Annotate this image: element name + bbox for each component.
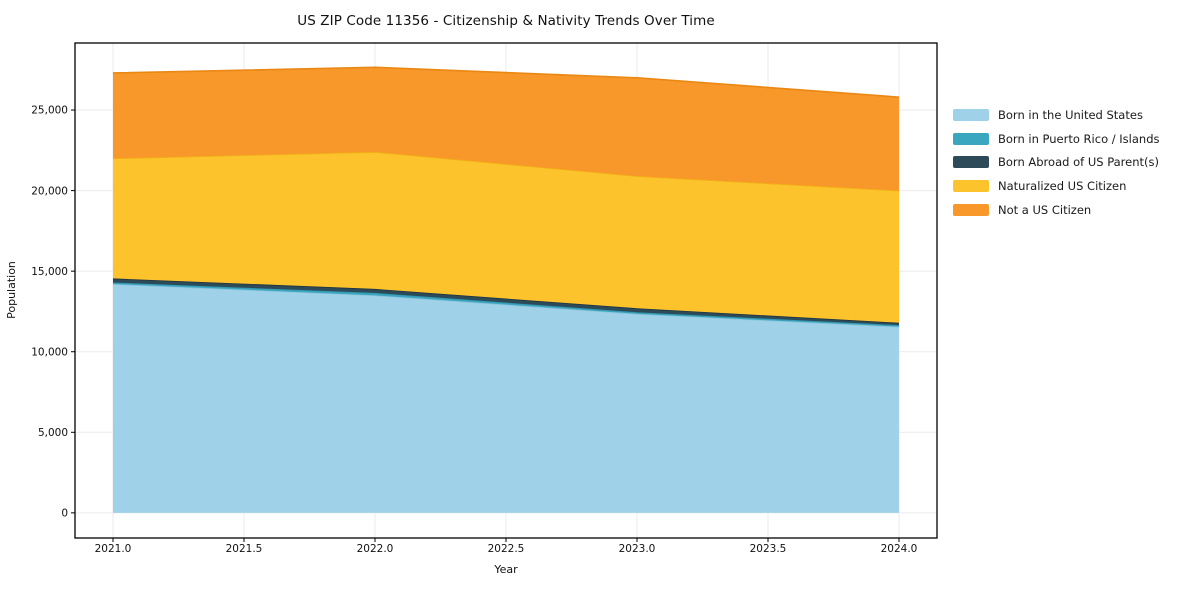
legend-swatch-icon xyxy=(953,132,989,145)
y-axis-tick-label: 5,000 xyxy=(38,427,68,439)
x-axis-tick-label: 2021.5 xyxy=(226,543,263,555)
x-axis-label: Year xyxy=(493,563,518,576)
legend-item: Not a US Citizen xyxy=(953,198,1160,222)
chart-title: US ZIP Code 11356 - Citizenship & Nativi… xyxy=(297,13,715,29)
legend-item: Born in Puerto Rico / Islands xyxy=(953,127,1160,151)
legend-swatch-icon xyxy=(953,108,989,121)
area-1 xyxy=(112,284,900,513)
area-edge-5 xyxy=(112,66,900,98)
area-4 xyxy=(112,151,900,323)
area-3 xyxy=(112,278,900,326)
y-axis-tick-label: 10,000 xyxy=(31,346,68,358)
x-axis-tick-label: 2024.0 xyxy=(881,543,918,555)
x-axis-tick-label: 2022.0 xyxy=(357,543,394,555)
legend-label: Born in the United States xyxy=(998,107,1143,122)
y-axis-tick-label: 0 xyxy=(61,508,68,520)
y-axis-tick-label: 25,000 xyxy=(31,105,68,117)
legend-item: Born Abroad of US Parent(s) xyxy=(953,150,1160,174)
legend-label: Born in Puerto Rico / Islands xyxy=(998,131,1160,146)
legend-swatch-icon xyxy=(953,156,989,169)
legend-label: Not a US Citizen xyxy=(998,202,1092,217)
x-axis-tick-label: 2023.5 xyxy=(750,543,787,555)
legend-item: Born in the United States xyxy=(953,103,1160,127)
y-axis-tick-label: 15,000 xyxy=(31,266,68,278)
y-axis-label: Population xyxy=(5,261,18,319)
area-5 xyxy=(112,67,900,191)
x-axis-tick-label: 2023.0 xyxy=(619,543,656,555)
x-axis-tick-label: 2022.5 xyxy=(488,543,525,555)
legend-item: Naturalized US Citizen xyxy=(953,174,1160,198)
y-axis-tick-label: 20,000 xyxy=(31,185,68,197)
legend-swatch-icon xyxy=(953,203,989,216)
legend: Born in the United States Born in Puerto … xyxy=(953,103,1160,221)
x-axis-tick-label: 2021.0 xyxy=(95,543,132,555)
legend-swatch-icon xyxy=(953,179,989,192)
legend-label: Naturalized US Citizen xyxy=(998,178,1127,193)
legend-label: Born Abroad of US Parent(s) xyxy=(998,155,1159,170)
